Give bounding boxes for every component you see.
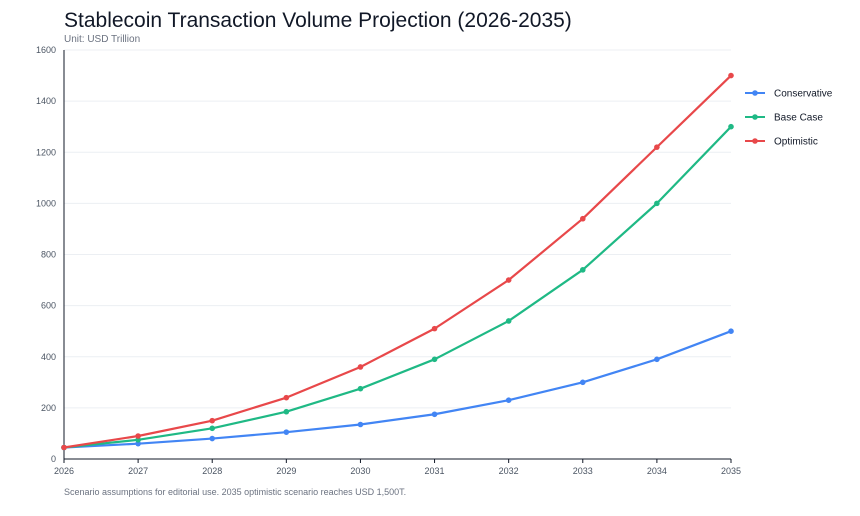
data-point-base-case <box>654 200 660 207</box>
data-point-base-case <box>209 425 216 432</box>
y-axis-ticks: 0 200 400 600 800 1000 1200 1400 1600 <box>36 45 56 464</box>
y-tick-label: 0 <box>51 454 56 464</box>
legend-swatch-dot <box>752 90 758 96</box>
legend-swatch-dot <box>752 138 758 144</box>
x-tick-label: 2032 <box>499 466 519 476</box>
data-point-conservative <box>505 397 512 404</box>
y-tick-label: 1600 <box>36 45 56 55</box>
legend: Conservative Base Case Optimistic <box>745 89 833 148</box>
data-point-conservative <box>579 379 586 386</box>
legend-label: Optimistic <box>774 137 818 148</box>
data-point-base-case <box>579 267 586 273</box>
x-tick-label: 2028 <box>202 466 222 476</box>
series-line-optimistic <box>62 74 733 449</box>
data-point-optimistic <box>654 144 660 150</box>
data-point-conservative <box>283 429 290 435</box>
chart-footnote: Scenario assumptions for editorial use. … <box>64 487 407 497</box>
y-tick-label: 400 <box>41 352 56 362</box>
axes <box>63 50 731 460</box>
data-point-optimistic <box>135 433 141 439</box>
legend-item-conservative[interactable]: Conservative <box>745 89 833 100</box>
legend-label: Conservative <box>774 89 833 100</box>
data-point-base-case <box>728 123 734 130</box>
series-base-case <box>61 123 734 451</box>
x-tick-label: 2030 <box>350 466 370 476</box>
data-point-base-case <box>135 437 141 443</box>
x-tick-label: 2026 <box>54 466 74 476</box>
chart-title: Stablecoin Transaction Volume Projection… <box>64 9 572 32</box>
series-line-base-case <box>62 125 733 449</box>
x-tick-label: 2031 <box>425 466 445 476</box>
grid-lines <box>64 49 731 409</box>
data-point-conservative <box>209 435 216 442</box>
x-axis-ticks: 2026 2027 2028 2029 2030 2031 2032 2033 2034 2035 <box>54 459 741 476</box>
x-tick-label: 2029 <box>276 466 296 476</box>
series-lines <box>61 72 734 451</box>
x-tick-label: 2035 <box>721 466 741 476</box>
data-point-optimistic <box>209 417 216 424</box>
chart-subtitle: Unit: USD Trillion <box>64 34 141 45</box>
data-point-conservative <box>135 440 141 447</box>
data-point-conservative <box>431 411 438 418</box>
data-point-base-case <box>505 318 512 324</box>
data-point-conservative <box>654 356 660 363</box>
y-tick-label: 600 <box>41 301 56 311</box>
y-tick-label: 1000 <box>36 198 56 208</box>
data-point-optimistic <box>579 215 586 222</box>
x-tick-label: 2033 <box>573 466 593 476</box>
data-point-base-case <box>431 356 438 363</box>
y-tick-label: 1400 <box>36 96 56 106</box>
data-point-conservative <box>357 421 364 428</box>
series-optimistic <box>61 72 734 451</box>
data-point-optimistic <box>728 72 734 79</box>
data-point-optimistic <box>357 364 364 370</box>
data-point-optimistic <box>61 444 67 451</box>
data-point-optimistic <box>283 394 290 401</box>
legend-label: Base Case <box>774 113 823 124</box>
data-point-base-case <box>283 408 290 415</box>
data-point-base-case <box>357 385 364 392</box>
x-tick-label: 2027 <box>128 466 148 476</box>
y-tick-label: 800 <box>41 250 56 260</box>
data-point-conservative <box>728 328 734 334</box>
series-line-conservative <box>62 330 733 449</box>
y-tick-label: 200 <box>41 403 56 413</box>
y-tick-label: 1200 <box>36 147 56 157</box>
legend-swatch-dot <box>752 114 758 120</box>
legend-item-base-case[interactable]: Base Case <box>745 113 823 124</box>
data-point-optimistic <box>505 277 512 283</box>
x-tick-label: 2034 <box>647 466 667 476</box>
legend-item-optimistic[interactable]: Optimistic <box>745 137 818 148</box>
data-point-optimistic <box>431 325 438 332</box>
